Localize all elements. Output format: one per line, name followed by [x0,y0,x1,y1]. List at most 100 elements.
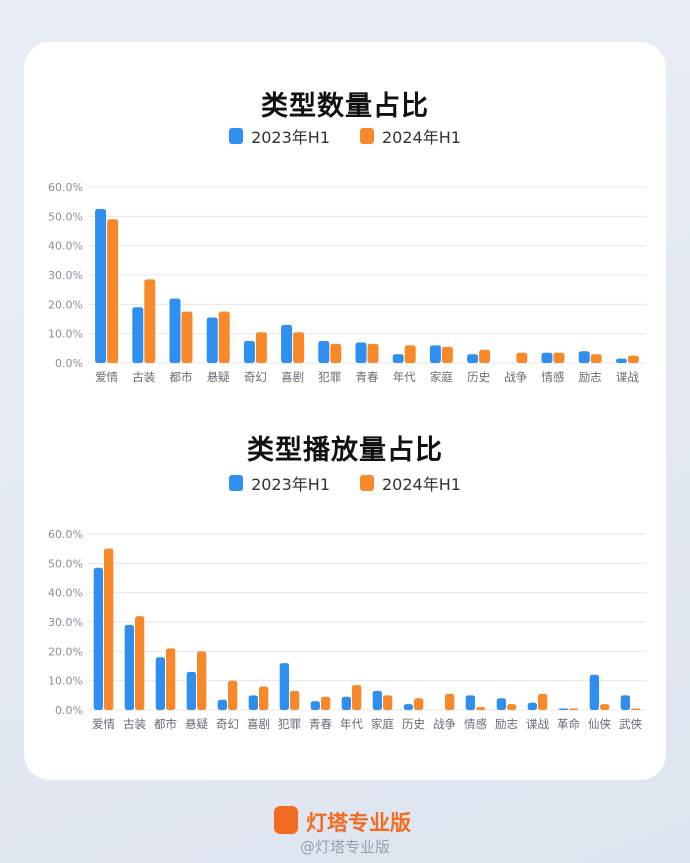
x-category-label: 都市 [170,370,193,384]
x-category-label: 青春 [309,717,332,731]
x-category-label: 犯罪 [278,717,301,731]
x-category-label: 家庭 [371,717,394,731]
bar-2023-9 [372,690,382,710]
bar-2024-13 [507,704,517,710]
bar-2023-10 [403,704,413,710]
legend-count: 2023年H1 2024年H1 [0,124,690,148]
x-category-label: 喜剧 [281,370,304,384]
x-category-label: 家庭 [430,370,453,384]
bar-2023-7 [310,701,320,710]
y-tick-label: 40.0% [48,587,83,600]
bar-2024-4 [255,332,267,363]
x-category-label: 古装 [132,370,155,384]
x-category-label: 悬疑 [207,370,230,384]
bar-2023-5 [281,324,293,363]
x-category-label: 爱情 [95,370,118,384]
legend-item-2024: 2024年H1 [360,124,461,148]
x-category-label: 谍战 [616,370,639,384]
legend-label-2024: 2024年H1 [382,128,461,147]
bar-2023-6 [318,341,330,363]
bar-2024-5 [293,332,305,363]
bar-2023-13 [496,698,506,710]
y-tick-label: 10.0% [48,328,83,341]
y-tick-label: 10.0% [48,675,83,688]
bar-2024-14 [627,355,639,363]
x-category-label: 历史 [402,717,425,731]
x-category-label: 犯罪 [318,370,341,384]
bar-2024-1 [135,616,145,710]
x-category-label: 悬疑 [185,717,208,731]
bar-2023-3 [186,671,196,710]
bar-2024-5 [259,686,269,710]
bar-2024-9 [383,695,393,710]
x-category-label: 战争 [504,370,527,384]
legend-swatch-2023 [229,128,244,144]
y-tick-label: 50.0% [48,557,83,570]
x-category-label: 历史 [467,370,490,384]
bar-2024-10 [414,698,424,710]
x-category-label: 仙侠 [588,717,611,731]
x-category-label: 古装 [123,717,146,731]
bar-2024-15 [569,708,579,710]
legend-swatch-2023 [229,475,244,491]
legend-swatch-2024 [360,128,374,144]
legend-item-2024: 2024年H1 [360,471,461,495]
bar-2024-17 [631,708,641,710]
chart-title-count: 类型数量占比 [261,91,429,122]
bar-2023-0 [93,567,103,710]
bar-2023-2 [169,298,181,363]
x-category-label: 谍战 [526,717,549,731]
bar-2023-14 [615,358,627,363]
x-category-label: 爱情 [92,717,115,731]
x-category-label: 青春 [356,370,379,384]
bar-2024-2 [181,311,193,363]
x-category-label: 喜剧 [247,717,270,731]
legend-label-2023: 2023年H1 [251,128,330,147]
y-tick-label: 60.0% [48,528,83,541]
bar-2024-8 [404,345,416,363]
bar-2024-6 [290,690,300,710]
bar-2023-6 [279,663,289,710]
bar-2024-11 [516,352,528,363]
brand-name: 灯塔专业版 [306,811,411,835]
bar-2024-7 [367,343,379,363]
bar-2023-10 [467,354,479,363]
bar-2023-0 [95,209,107,363]
bar-2023-4 [217,699,227,710]
bar-chart-count: 0.0% 10.0% 20.0% 30.0% 40.0% 50.0% 60.0% 爱情 古装 都市… [48,181,646,384]
bar-2023-2 [155,657,165,710]
bar-2023-14 [527,702,537,710]
bar-2023-15 [558,708,568,710]
y-tick-label: 0.0% [55,357,83,370]
x-category-label: 情感 [542,370,565,384]
bar-2023-16 [589,674,599,710]
bar-2024-12 [553,352,565,363]
bar-2024-11 [445,693,455,710]
bar-2024-12 [476,707,486,710]
legend-item-2023: 2023年H1 [229,471,330,495]
bar-2023-7 [355,342,367,363]
y-tick-label: 30.0% [48,616,83,629]
legend-swatch-2024 [360,475,374,491]
bar-2024-0 [107,219,119,363]
bar-2024-10 [479,349,491,363]
x-category-label: 奇幻 [244,370,267,384]
x-category-label: 革命 [557,717,580,731]
y-tick-label: 50.0% [48,210,83,223]
bar-2023-17 [620,695,630,710]
chart-title-play: 类型播放量占比 [247,435,443,466]
bar-2023-3 [206,317,218,363]
bar-2024-14 [538,693,548,710]
y-tick-label: 20.0% [48,298,83,311]
x-category-label: 奇幻 [216,717,239,731]
bar-2024-7 [321,696,331,710]
bar-2024-13 [590,354,602,363]
bar-2023-12 [465,695,475,710]
legend-play: 2023年H1 2024年H1 [0,471,690,495]
x-category-label: 都市 [154,717,177,731]
x-category-label: 战争 [433,717,456,731]
brand-logo-icon [274,806,298,834]
weibo-handle: @灯塔专业版 [300,838,391,856]
x-category-label: 年代 [393,370,416,384]
bar-2024-3 [197,651,207,710]
